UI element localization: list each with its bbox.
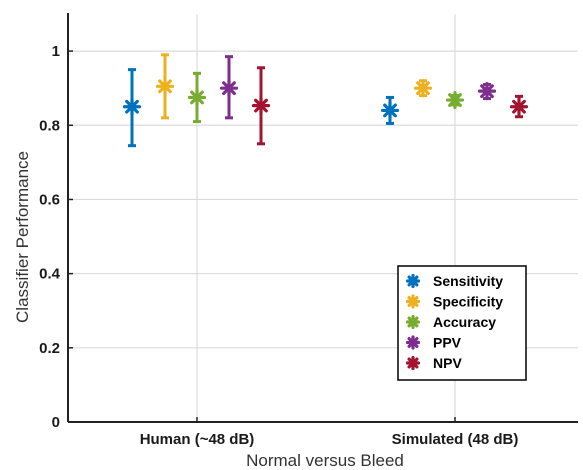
marker-core: [409, 277, 417, 285]
legend-label-sensitivity: Sensitivity: [433, 273, 503, 289]
marker-core: [192, 93, 202, 102]
y-tick-label: 1: [52, 43, 60, 60]
marker-core: [127, 102, 137, 111]
x-tick-label: Simulated (48 dB): [392, 431, 519, 448]
marker-core: [514, 102, 524, 111]
point-specificity: [155, 77, 175, 96]
legend-marker-accuracy: [405, 314, 421, 330]
legend-marker-sensitivity: [405, 273, 421, 289]
marker-core: [409, 318, 417, 326]
x-axis-label: Normal versus Bleed: [246, 451, 404, 470]
point-npv: [509, 97, 529, 116]
x-tick-label: Human (~48 dB): [140, 431, 255, 448]
plot-area: [122, 53, 529, 148]
legend: Sensitivity Specificity Accuracy PPV NPV: [397, 265, 527, 381]
y-axis-label: Classifier Performance: [13, 151, 32, 323]
y-tick-label: 0.4: [39, 266, 61, 283]
marker-core: [409, 298, 417, 305]
point-sensitivity: [122, 97, 142, 116]
marker-core: [409, 359, 417, 367]
y-tick-label: 0.2: [39, 340, 60, 357]
marker-core: [418, 84, 428, 93]
point-ppv: [477, 82, 497, 101]
legend-marker-npv: [405, 355, 421, 371]
marker-core: [385, 106, 395, 115]
legend-label-npv: NPV: [433, 355, 462, 371]
legend-marker-ppv: [405, 335, 421, 350]
marker-core: [450, 95, 460, 105]
marker-core: [160, 82, 170, 91]
marker-core: [482, 87, 492, 96]
marker-core: [224, 84, 234, 93]
legend-label-accuracy: Accuracy: [433, 314, 496, 330]
legend-box: [397, 265, 527, 381]
legend-label-specificity: Specificity: [433, 294, 503, 310]
marker-core: [409, 339, 417, 346]
legend-label-ppv: PPV: [433, 335, 462, 351]
marker-core: [256, 101, 266, 110]
point-ppv: [219, 79, 239, 98]
point-npv: [251, 96, 271, 115]
point-specificity: [413, 79, 433, 98]
point-sensitivity: [380, 101, 400, 120]
point-accuracy: [187, 88, 207, 107]
y-tick-label: 0.6: [39, 191, 60, 208]
y-tick-label: 0: [52, 414, 60, 431]
legend-marker-specificity: [405, 294, 421, 309]
point-accuracy: [445, 90, 465, 110]
axes: 0 0.2 0.4 0.6 0.8 1 Human (~48 dB) Simulated (4…: [39, 13, 578, 448]
y-tick-label: 0.8: [39, 117, 60, 134]
